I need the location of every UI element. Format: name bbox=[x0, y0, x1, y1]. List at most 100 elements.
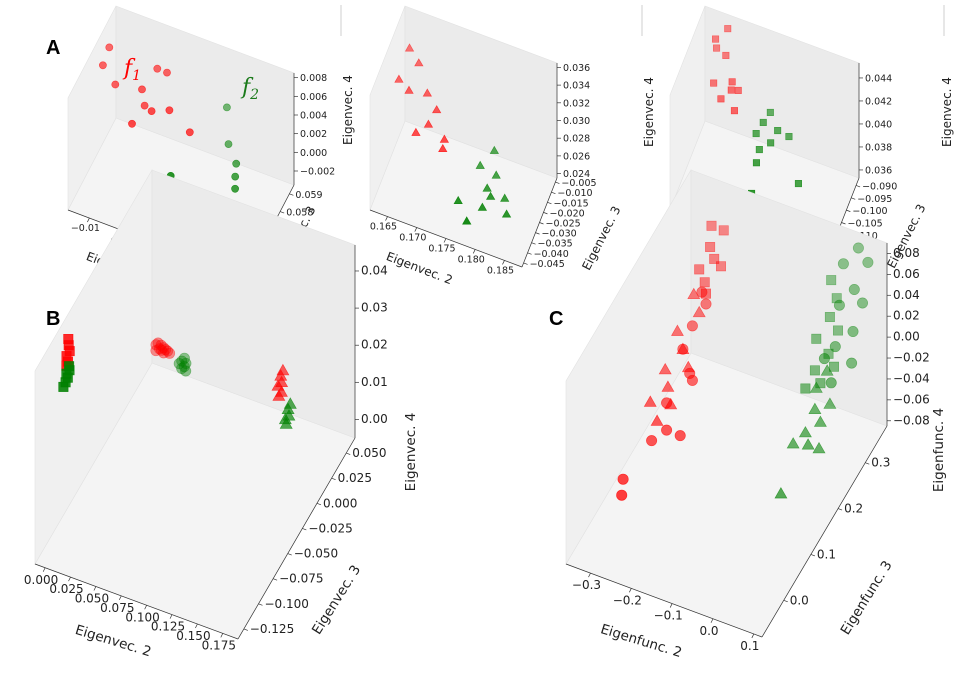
z-tick-label: 0.002 bbox=[300, 129, 327, 140]
x-tick bbox=[195, 623, 198, 629]
y-tick-label: −0.075 bbox=[279, 572, 323, 586]
y-tick bbox=[331, 477, 336, 481]
data-point-green-square bbox=[809, 365, 820, 376]
z-tick-label: 0.08 bbox=[893, 246, 920, 260]
data-point-green-circle bbox=[846, 357, 858, 369]
data-point-green-circle bbox=[176, 355, 188, 367]
data-point-green-square bbox=[766, 108, 774, 116]
data-point-red-square bbox=[694, 264, 705, 275]
data-point-red-circle bbox=[99, 61, 107, 70]
y-tick-label: −0.095 bbox=[857, 194, 892, 205]
data-point-green-circle bbox=[833, 299, 845, 311]
data-point-red-triangle bbox=[422, 88, 433, 97]
y-tick-label: −0.005 bbox=[561, 178, 596, 189]
data-point-red-circle bbox=[158, 342, 170, 354]
data-point-red-circle bbox=[616, 489, 628, 501]
data-point-red-circle bbox=[153, 64, 162, 73]
data-point-red-square bbox=[734, 86, 742, 94]
data-point-green-circle bbox=[856, 297, 868, 309]
y-axis-label: Eigenvec. 3 bbox=[579, 204, 623, 273]
y-tick bbox=[289, 193, 294, 196]
y-axis-line bbox=[237, 437, 356, 640]
data-point-red-square bbox=[712, 44, 721, 52]
z-tick-label: 0.00 bbox=[361, 412, 388, 426]
data-point-green-square bbox=[774, 127, 782, 135]
plot-a2: 0.1650.1700.1750.1800.185−0.045−0.040−0.… bbox=[369, 5, 656, 287]
data-point-red-circle bbox=[155, 339, 167, 351]
z-tick-label: 0.038 bbox=[865, 142, 892, 153]
z-tick-label: 0.044 bbox=[865, 74, 892, 85]
data-point-green-triangle bbox=[485, 191, 496, 200]
x-tick-label: 0.1 bbox=[740, 639, 759, 653]
y-tick bbox=[539, 222, 544, 225]
data-point-red-triangle bbox=[438, 143, 448, 152]
x-tick bbox=[414, 227, 418, 232]
z-tick-label: 0.006 bbox=[300, 92, 327, 103]
data-point-red-square bbox=[699, 277, 710, 288]
z-axis-label: Eigenfunc. 4 bbox=[931, 408, 947, 492]
data-point-red-square bbox=[710, 79, 718, 87]
x-tick bbox=[220, 633, 224, 638]
data-point-green-triangle bbox=[786, 437, 800, 449]
data-point-red-circle bbox=[185, 128, 194, 137]
z-tick-label: 0.01 bbox=[361, 375, 388, 389]
y-tick-label: −0.025 bbox=[546, 219, 581, 230]
data-point-red-circle bbox=[128, 119, 136, 128]
data-point-green-square bbox=[755, 146, 763, 154]
data-point-green-triangle bbox=[812, 441, 826, 454]
z-tick-label: 0.06 bbox=[893, 267, 920, 281]
x-axis-label: Eigenvec. 2 bbox=[73, 622, 153, 660]
z-tick-label: 0.036 bbox=[865, 166, 892, 177]
data-point-green-circle bbox=[852, 242, 864, 254]
y-tick bbox=[302, 528, 307, 531]
y-axis-line bbox=[761, 425, 888, 638]
data-point-green-square bbox=[824, 311, 835, 322]
y-tick-label: −0.030 bbox=[542, 229, 577, 240]
data-point-green-square bbox=[800, 383, 811, 394]
data-point-red-circle bbox=[646, 435, 658, 447]
data-point-green-square bbox=[811, 333, 822, 344]
z-tick-label: 0.02 bbox=[361, 338, 388, 352]
x-tick-label: 0.165 bbox=[370, 222, 397, 233]
data-point-red-triangle bbox=[414, 58, 424, 67]
data-point-red-circle bbox=[140, 101, 149, 110]
z-tick-label: 0.00 bbox=[893, 330, 920, 344]
data-point-green-square bbox=[832, 325, 843, 336]
x-tick bbox=[93, 586, 97, 591]
x-tick bbox=[169, 614, 173, 619]
data-point-green-triangle bbox=[279, 417, 293, 429]
data-point-red-circle bbox=[138, 85, 146, 94]
z-tick-label: −0.06 bbox=[893, 392, 930, 406]
x-tick bbox=[144, 605, 147, 610]
x-axis-label: Eigenfunc. 2 bbox=[599, 621, 684, 661]
x-tick-label: 0.0 bbox=[699, 624, 718, 638]
y-tick bbox=[523, 262, 528, 265]
data-point-green-circle bbox=[176, 362, 188, 374]
data-point-green-triangle bbox=[809, 381, 823, 393]
x-tick bbox=[118, 595, 122, 601]
data-point-red-triangle bbox=[439, 134, 450, 143]
data-point-red-circle bbox=[156, 344, 168, 356]
y-axis-label: Eigenvec. 3 bbox=[884, 202, 928, 271]
y-tick-label: −0.045 bbox=[530, 259, 565, 270]
data-point-green-square bbox=[826, 275, 837, 286]
data-point-red-square bbox=[728, 78, 736, 86]
z-tick-label: 0.036 bbox=[563, 63, 590, 74]
x-tick bbox=[42, 567, 46, 572]
x-tick bbox=[629, 588, 632, 593]
data-point-red-circle bbox=[164, 347, 176, 359]
data-point-green-circle bbox=[178, 361, 190, 373]
y-tick bbox=[346, 452, 351, 455]
data-point-green-circle bbox=[837, 258, 849, 270]
data-point-red-triangle bbox=[670, 324, 684, 336]
data-point-red-circle bbox=[674, 430, 686, 442]
data-point-green-circle bbox=[818, 353, 830, 365]
y-tick bbox=[243, 628, 248, 631]
data-point-green-triangle bbox=[500, 193, 510, 202]
data-point-red-square bbox=[711, 35, 720, 43]
data-point-red-triangle bbox=[404, 85, 414, 94]
data-point-red-circle bbox=[165, 106, 174, 115]
data-point-red-square bbox=[718, 225, 729, 236]
x-tick bbox=[710, 618, 714, 623]
